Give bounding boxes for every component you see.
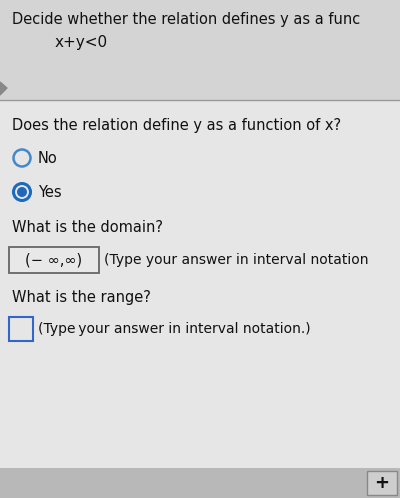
- Circle shape: [17, 187, 27, 197]
- FancyBboxPatch shape: [367, 471, 397, 495]
- Text: (Type your answer in interval notation: (Type your answer in interval notation: [104, 253, 368, 267]
- FancyBboxPatch shape: [0, 0, 400, 100]
- Text: (Type your answer in interval notation.): (Type your answer in interval notation.): [38, 322, 311, 336]
- Text: Yes: Yes: [38, 184, 62, 200]
- Text: Decide whether the relation defines y as a func: Decide whether the relation defines y as…: [12, 12, 360, 27]
- Text: +: +: [374, 474, 390, 492]
- Text: Does the relation define y as a function of x?: Does the relation define y as a function…: [12, 118, 341, 133]
- FancyBboxPatch shape: [0, 100, 400, 468]
- Text: No: No: [38, 150, 58, 165]
- Text: (− ∞,∞): (− ∞,∞): [26, 252, 82, 267]
- Text: What is the range?: What is the range?: [12, 290, 151, 305]
- FancyBboxPatch shape: [9, 317, 33, 341]
- FancyBboxPatch shape: [0, 468, 400, 498]
- Polygon shape: [0, 82, 7, 95]
- Text: What is the domain?: What is the domain?: [12, 220, 163, 235]
- FancyBboxPatch shape: [9, 247, 99, 273]
- Text: x+y<0: x+y<0: [55, 35, 108, 50]
